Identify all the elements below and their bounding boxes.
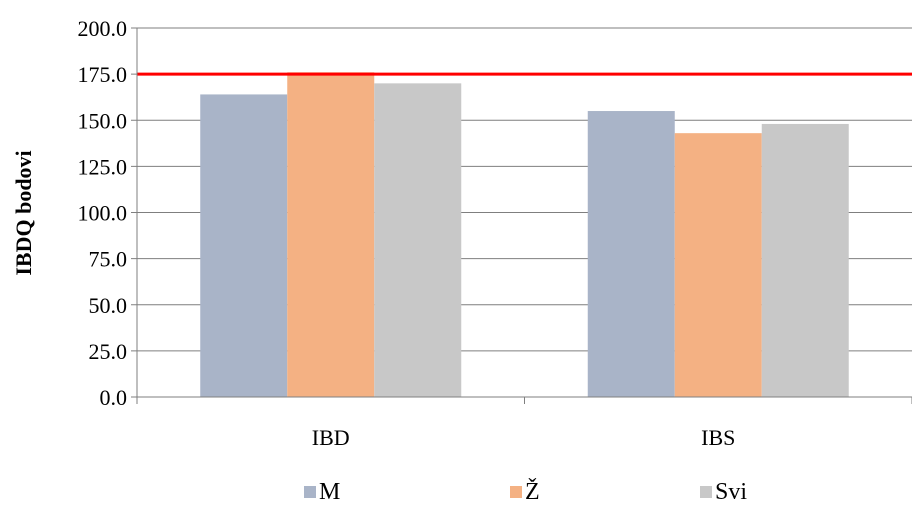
bar-ibs-series-0	[587, 111, 675, 398]
y-axis-ticks: 0.0 25.0 50.0 75.0 100.0 125.0 150.0 175.0 200.0	[78, 16, 137, 410]
legend-label: Ž	[525, 479, 540, 505]
axes	[136, 28, 912, 404]
legend-swatch	[510, 486, 522, 498]
y-tick-label: 200.0	[78, 16, 128, 41]
y-tick-label: 0.0	[100, 385, 128, 410]
x-axis-labels: IBD IBS	[312, 425, 736, 450]
bar-ibs-series-2	[761, 123, 849, 397]
y-axis-title: IBDQ bodovi	[11, 150, 36, 275]
bar-ibd-series-0	[200, 94, 288, 398]
y-tick-label: 175.0	[78, 62, 128, 87]
legend-label: M	[319, 479, 340, 505]
x-tick-label: IBS	[701, 425, 735, 450]
bars	[200, 72, 849, 398]
legend-label: Svi	[715, 479, 747, 505]
y-tick-label: 100.0	[78, 201, 128, 226]
y-tick-label: 150.0	[78, 108, 128, 133]
y-tick-label: 25.0	[89, 339, 128, 364]
bar-ibd-series-1	[287, 72, 375, 397]
legend-swatch	[304, 486, 316, 498]
legend-swatch	[700, 486, 712, 498]
legend: M Ž Svi	[304, 479, 747, 505]
bar-ibs-series-1	[674, 133, 762, 398]
bar-ibd-series-2	[374, 83, 462, 397]
x-tick-label: IBD	[312, 425, 350, 450]
y-tick-label: 50.0	[89, 293, 128, 318]
y-tick-label: 75.0	[89, 247, 128, 272]
y-tick-label: 125.0	[78, 154, 128, 179]
